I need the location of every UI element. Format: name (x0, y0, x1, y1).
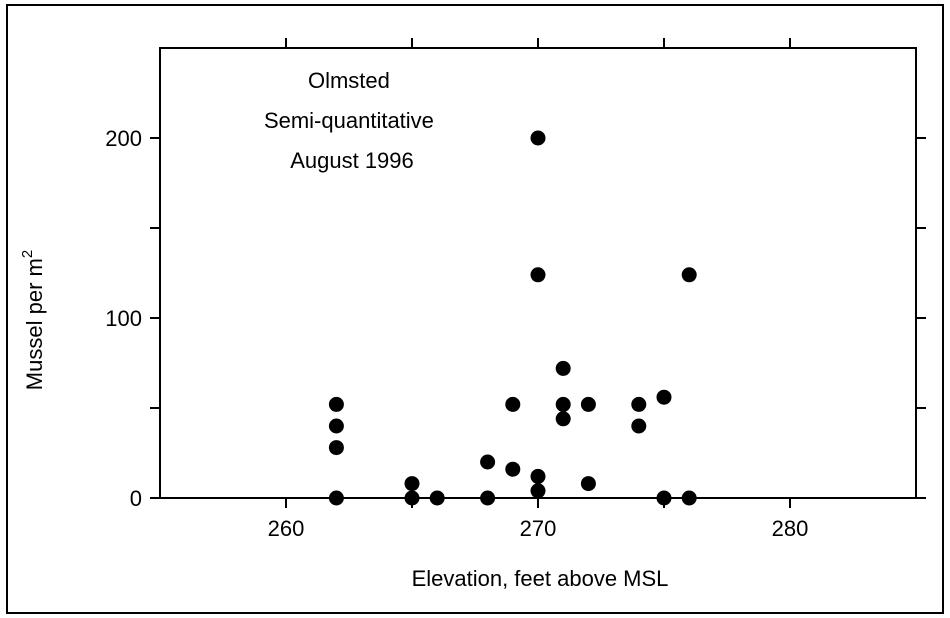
annotation-line-2: Semi-quantitative (264, 108, 434, 133)
data-point (505, 461, 521, 477)
data-point (530, 130, 546, 146)
y-tick-label: 100 (105, 306, 142, 331)
data-point (530, 468, 546, 484)
data-point (328, 490, 344, 506)
y-axis-title-superscript: 2 (19, 250, 36, 258)
data-point (656, 389, 672, 405)
data-point (404, 490, 420, 506)
data-point (580, 396, 596, 412)
y-tick-label: 0 (130, 486, 142, 511)
figure-frame (6, 4, 944, 614)
data-point (404, 476, 420, 492)
data-point (530, 483, 546, 499)
data-point (505, 396, 521, 412)
data-point (530, 267, 546, 283)
data-point (480, 454, 496, 470)
chart-annotation: Olmsted Semi-quantitative August 1996 (264, 68, 440, 173)
x-axis-title: Elevation, feet above MSL (412, 566, 669, 591)
y-axis-title: Mussel per m2 (19, 250, 47, 390)
x-tick-label: 270 (520, 516, 557, 541)
data-point (328, 418, 344, 434)
data-point (555, 396, 571, 412)
data-point (681, 267, 697, 283)
data-point (429, 490, 445, 506)
x-tick-label: 280 (772, 516, 809, 541)
data-point (631, 418, 647, 434)
data-point (681, 490, 697, 506)
y-axis-title-main: Mussel per m (22, 258, 47, 390)
data-point (480, 490, 496, 506)
data-point (631, 396, 647, 412)
data-point (656, 490, 672, 506)
data-points (328, 130, 697, 506)
tick-labels: 260 270 280 0 100 200 (105, 126, 808, 541)
annotation-line-3: August 1996 (290, 148, 414, 173)
data-point (555, 360, 571, 376)
data-point (328, 440, 344, 456)
data-point (555, 411, 571, 427)
annotation-line-1: Olmsted (308, 68, 390, 93)
y-tick-label: 200 (105, 126, 142, 151)
x-tick-label: 260 (268, 516, 305, 541)
data-point (580, 476, 596, 492)
data-point (328, 396, 344, 412)
